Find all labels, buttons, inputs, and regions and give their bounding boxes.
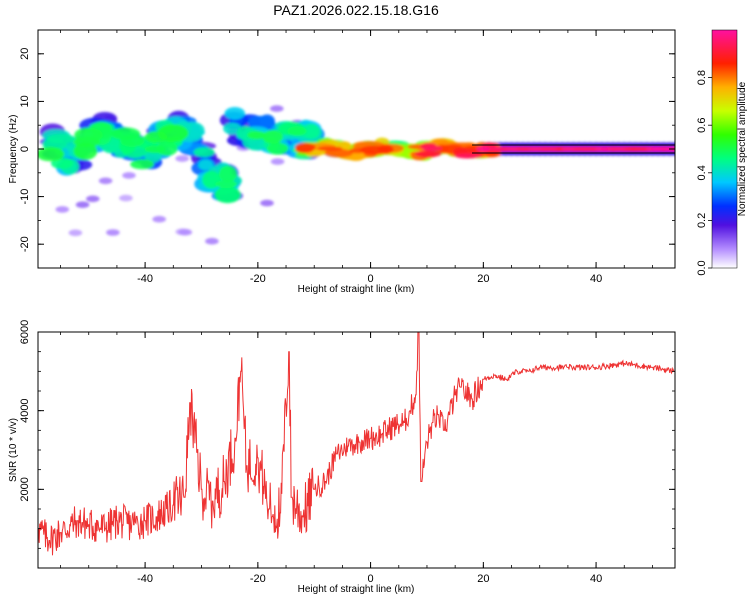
spectrogram-energy-cell [224, 107, 246, 120]
spectrogram-x-axis-label: Height of straight line (km) [298, 284, 415, 295]
snr-x-tick-label: 0 [368, 573, 374, 585]
spectrogram-energy-cell [130, 159, 155, 170]
spectrogram-energy-cell [414, 150, 442, 158]
colorbar-label: Normalized spectral amplitude [737, 81, 748, 216]
chart-title: PAZ1.2026.022.15.18.G16 [273, 2, 439, 18]
spectrogram-energy-cell [594, 146, 609, 152]
spectrogram-energy-cell [175, 155, 189, 162]
snr-x-tick-label: -40 [137, 573, 153, 585]
colorbar-ticks: 0.0 0.2 0.4 0.6 0.8 [696, 70, 712, 276]
snr-y-tick-label: 2000 [19, 477, 31, 501]
spectrogram-energy-cell [634, 146, 648, 152]
spectrogram-energy-cell [75, 201, 90, 208]
spectrogram-energy-cell [214, 186, 241, 204]
colorbar: 0.0 0.2 0.4 0.6 0.8 Normalized spectral ampl… [696, 29, 748, 276]
spectrogram-y-tick-label: -10 [19, 189, 31, 205]
spectrogram-energy-cell [504, 146, 519, 152]
spectrogram-energy-cell [583, 146, 598, 152]
spectrogram-axes: -40 -20 0 20 40 20 10 0 -10 -20 [19, 29, 675, 285]
spectrogram-energy-cell [98, 177, 113, 185]
spectrogram-energy-cell [673, 147, 675, 151]
snr-y-axis-label: SNR (10 * v/v) [8, 418, 19, 482]
colorbar-tick-label: 0.4 [696, 165, 708, 180]
spectrogram-energy-cell [422, 145, 442, 152]
spectrogram-energy-cell [157, 124, 189, 143]
snr-y-tick-label: 4000 [19, 398, 31, 422]
spectrogram-x-tick-label: -40 [137, 273, 153, 285]
spectrogram-energy-cell [287, 126, 307, 136]
colorbar-tick-label: 0.6 [696, 118, 708, 133]
snr-panel: -40 -20 0 20 40 2000 4000 6000 Height of straig… [8, 320, 676, 595]
spectrogram-y-tick-label: 10 [19, 95, 31, 107]
spectrogram-energy-cell [295, 142, 316, 152]
spectrogram-energy-cell [476, 146, 491, 152]
spectrogram-y-tick-label: 20 [19, 48, 31, 60]
spectrogram-energy-cell [270, 105, 284, 112]
spectrogram-energy-cell [262, 130, 284, 144]
colorbar-tick-label: 0.2 [696, 213, 708, 228]
spectrogram-energy-cell [223, 122, 242, 135]
spectrogram-x-tick-label: 0 [368, 273, 374, 285]
spectrogram-energy-cell [561, 146, 575, 152]
spectrogram-energy-cell [247, 130, 267, 140]
colorbar-tick-label: 0.8 [696, 70, 708, 85]
snr-x-tick-label: -20 [250, 573, 266, 585]
spectrogram-energy-cell [454, 153, 481, 159]
spectrogram-energy-cell [651, 146, 665, 152]
spectrogram-x-tick-label: 40 [590, 273, 602, 285]
spectrogram-energy-cell [270, 158, 285, 165]
spectrogram-energy-cell [152, 215, 166, 223]
spectrogram-heat-layer [38, 30, 675, 268]
spectrogram-energy-cell [377, 144, 394, 155]
spectrogram-energy-cell [516, 146, 530, 152]
spectrogram-energy-cell [218, 165, 238, 183]
spectrogram-y-axis-label: Frequency (Hz) [8, 115, 19, 184]
colorbar-frame [711, 29, 738, 269]
spectrogram-energy-cell [55, 206, 70, 213]
snr-x-axis-label: Height of straight line (km) [298, 584, 415, 595]
spectrogram-energy-cell [178, 228, 193, 236]
spectrogram-energy-cell [260, 199, 274, 207]
spectrogram-y-tick-label: 0 [19, 146, 31, 152]
spectrogram-energy-cell [86, 195, 100, 203]
spectrogram-energy-cell [544, 146, 558, 152]
spectrogram-energy-cell [193, 147, 215, 158]
spectrogram-energy-cell [611, 146, 626, 152]
snr-plot-area [38, 332, 675, 568]
colorbar-tick-label: 0.0 [696, 260, 708, 275]
spectrogram-energy-cell [119, 194, 133, 202]
snr-axes: -40 -20 0 20 40 2000 4000 6000 [19, 320, 675, 585]
spectrogram-energy-cell [527, 146, 541, 152]
spectrogram-energy-cell [317, 146, 343, 152]
spectrogram-energy-cell [73, 142, 98, 161]
spectrogram-panel: -40 -20 0 20 40 20 10 0 -10 -20 Height of straigh… [8, 29, 676, 295]
spectrogram-energy-cell [205, 237, 219, 245]
spectrogram-energy-cell [106, 229, 120, 236]
spectrogram-energy-cell [572, 146, 586, 152]
colorbar-gradient [712, 30, 737, 268]
spectrogram-energy-cell [303, 123, 321, 139]
spectrogram-energy-cell [266, 142, 289, 155]
spectrogram-energy-cell [662, 146, 675, 152]
snr-x-tick-label: 40 [590, 573, 602, 585]
spectrogram-x-tick-label: -20 [250, 273, 266, 285]
spectrogram-x-tick-label: 20 [477, 273, 489, 285]
spectrogram-energy-cell [144, 145, 166, 154]
spectrogram-energy-cell [493, 146, 508, 152]
spectrogram-y-tick-label: -20 [19, 236, 31, 252]
spectrogram-energy-cell [122, 172, 136, 179]
snr-x-tick-label: 20 [477, 573, 489, 585]
spectrogram-energy-cell [68, 229, 83, 237]
snr-y-tick-label: 6000 [19, 320, 31, 344]
spectrogram-energy-cell [110, 127, 141, 140]
snr-series-line [38, 332, 675, 556]
spectrogram-energy-cell [38, 146, 65, 162]
spectrogram-energy-cell [215, 180, 238, 189]
spectrogram-energy-cell [198, 159, 214, 171]
